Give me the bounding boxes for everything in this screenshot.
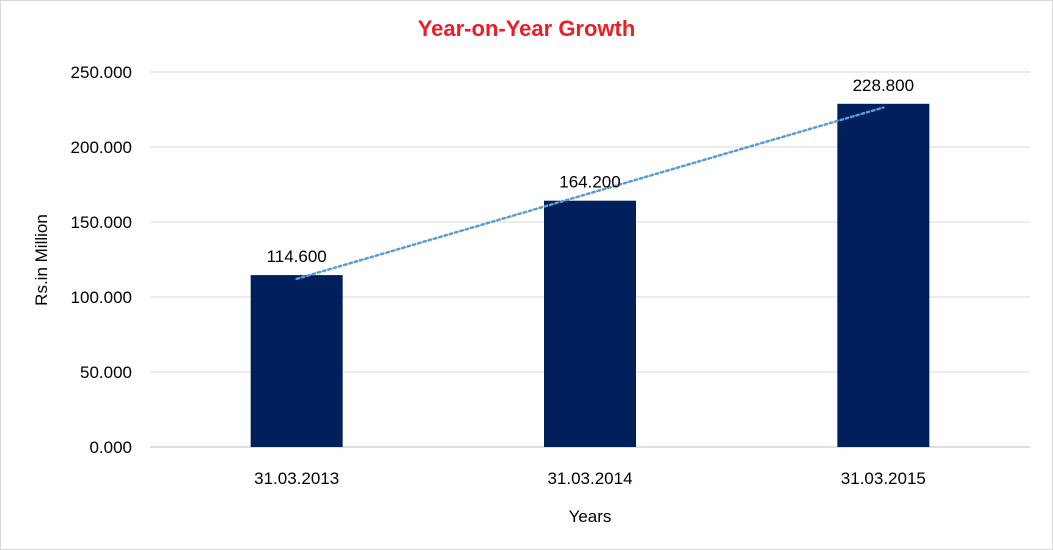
x-tick-label: 31.03.2014 xyxy=(547,469,632,488)
bar xyxy=(250,275,343,447)
x-axis-label: Years xyxy=(569,507,612,526)
bars xyxy=(250,103,930,448)
y-axis-ticks: 0.000 50.000 100.000 150.000 200.000 250.000 xyxy=(71,63,132,457)
data-labels: 114.600 164.200 228.800 xyxy=(267,76,914,266)
x-tick-label: 31.03.2015 xyxy=(841,469,926,488)
y-tick-label: 0.000 xyxy=(89,438,132,457)
y-tick-label: 100.000 xyxy=(71,288,132,307)
data-label: 228.800 xyxy=(853,76,914,95)
y-tick-label: 150.000 xyxy=(71,213,132,232)
x-axis-ticks: 31.03.2013 31.03.2014 31.03.2015 xyxy=(254,469,926,488)
bar xyxy=(837,103,930,448)
trendline-group xyxy=(295,106,885,281)
data-label: 114.600 xyxy=(267,247,327,266)
y-tick-label: 50.000 xyxy=(80,363,132,382)
chart-title: Year-on-Year Growth xyxy=(417,16,636,41)
data-label: 164.200 xyxy=(559,173,620,192)
x-tick-label: 31.03.2013 xyxy=(254,469,339,488)
y-tick-label: 200.000 xyxy=(71,138,132,157)
y-tick-label: 250.000 xyxy=(71,63,132,82)
y-axis-label: Rs.in Million xyxy=(32,214,51,306)
trendline xyxy=(295,106,885,281)
bar xyxy=(544,200,636,447)
